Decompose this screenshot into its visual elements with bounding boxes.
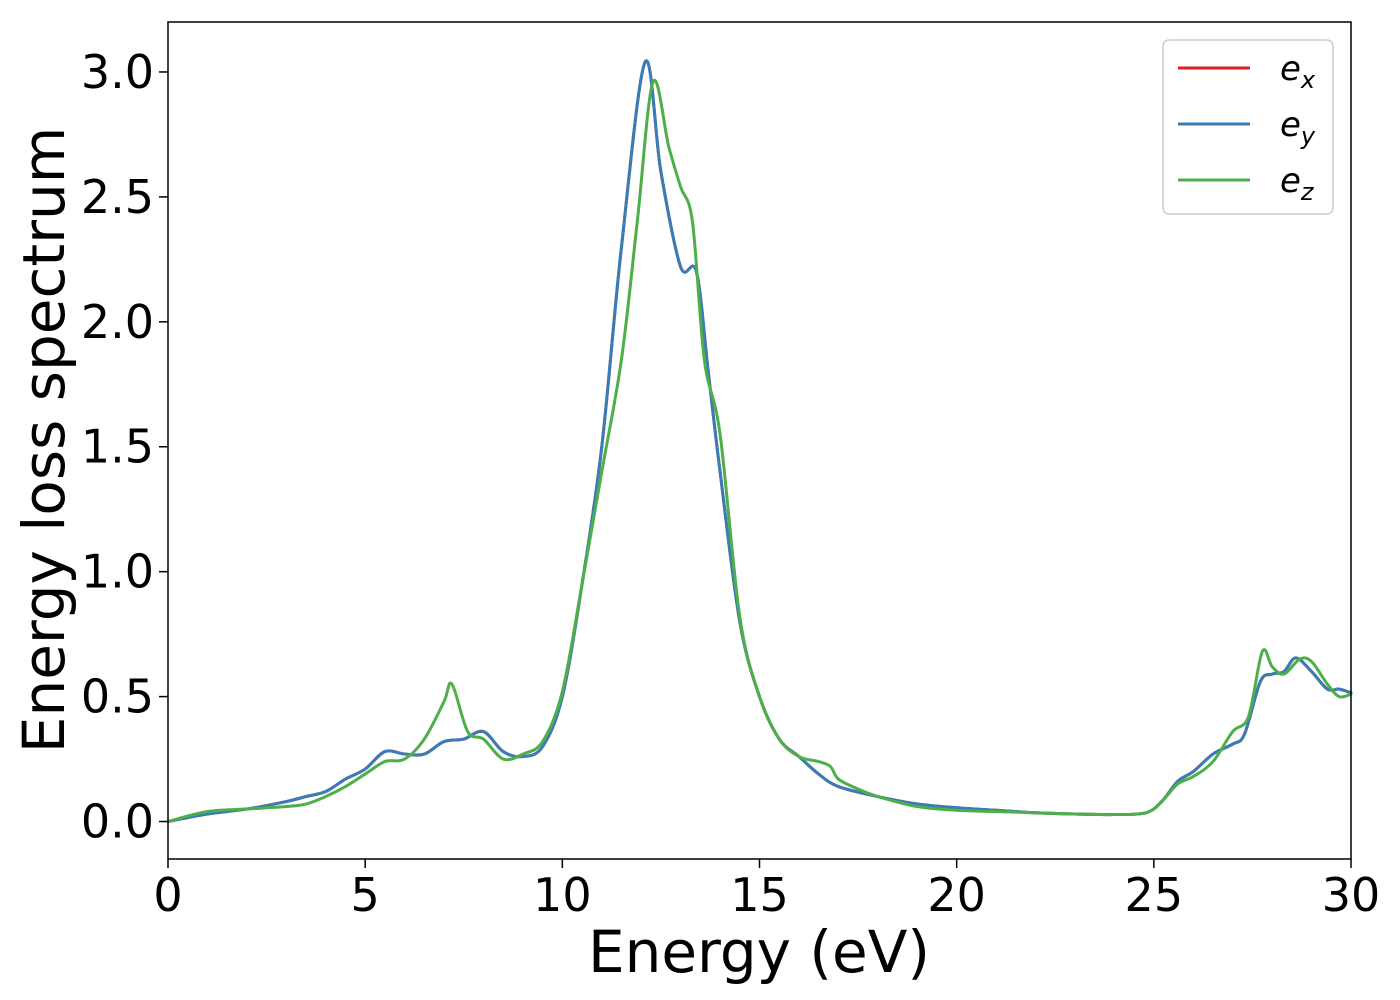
- x-tick-label: 20: [927, 868, 986, 922]
- y-tick-label: 1.5: [81, 420, 154, 474]
- legend-label-subscript: z: [1300, 178, 1315, 206]
- legend-label-base: e: [1280, 49, 1301, 89]
- series-line-e-z: [166, 78, 1353, 824]
- y-tick-label: 0.5: [81, 670, 154, 724]
- legend-label-subscript: x: [1300, 66, 1316, 94]
- x-tick-label: 10: [533, 868, 592, 922]
- legend-box: [1162, 39, 1334, 215]
- x-tick-label: 5: [351, 868, 380, 922]
- legend-label-base: e: [1280, 105, 1301, 145]
- legend-label-e-x: ex: [1280, 49, 1316, 94]
- legend-label-subscript: y: [1300, 122, 1316, 150]
- x-tick-label: 25: [1125, 868, 1184, 922]
- y-tick-label: 2.5: [81, 170, 154, 224]
- legend-label-e-y: ey: [1280, 105, 1316, 150]
- x-axis: 0 5 10 15 20 25 30: [153, 859, 1380, 922]
- y-tick-label: 3.0: [81, 45, 154, 99]
- legend-label-base: e: [1280, 161, 1301, 201]
- legend-label-e-z: ez: [1280, 161, 1315, 206]
- y-axis-title: Energy loss spectrum: [10, 127, 78, 753]
- x-tick-label: 15: [730, 868, 789, 922]
- y-axis: 0.0 0.5 1.0 1.5 2.0 2.5 3.0: [81, 45, 168, 849]
- x-tick-label: 30: [1322, 868, 1381, 922]
- y-tick-label: 1.0: [81, 545, 154, 599]
- x-axis-title: Energy (eV): [588, 918, 930, 986]
- x-tick-label: 0: [153, 868, 182, 922]
- y-tick-label: 0.0: [81, 795, 154, 849]
- series-layer: [166, 59, 1353, 824]
- y-tick-label: 2.0: [81, 295, 154, 349]
